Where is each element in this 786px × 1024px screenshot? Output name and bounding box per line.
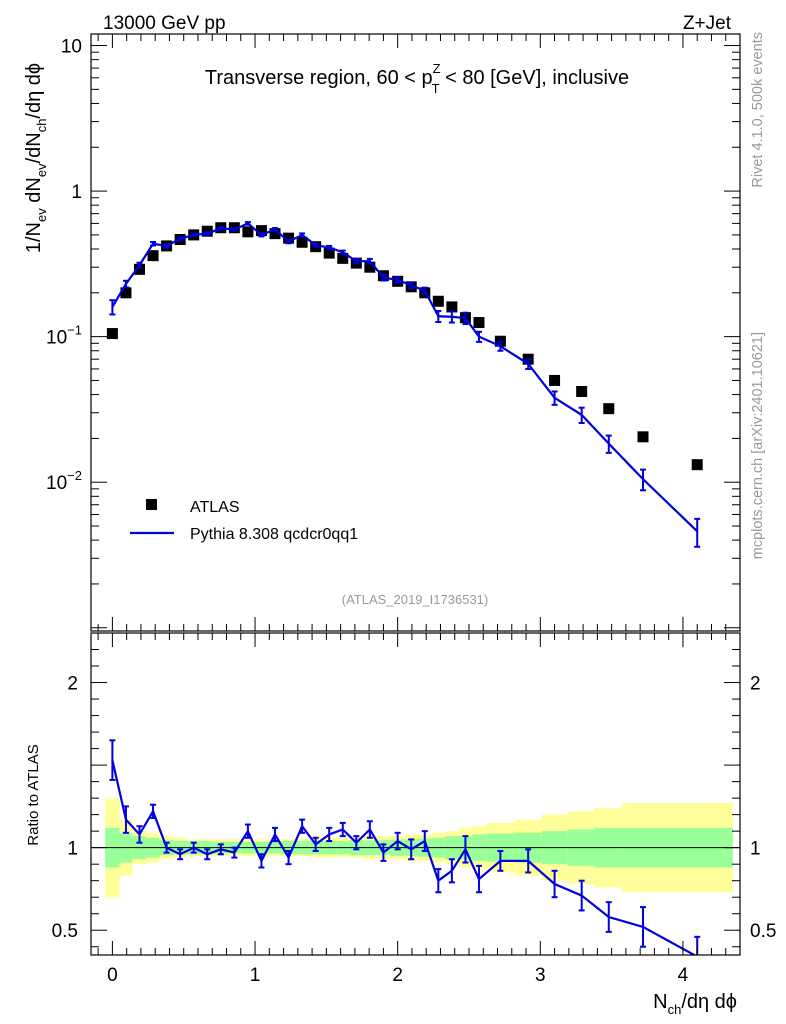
header-left-label: 13000 GeV pp <box>103 13 226 34</box>
header-right-label: Z+Jet <box>683 13 732 34</box>
y-tick-label: 10−2 <box>46 468 82 494</box>
data-point <box>603 403 615 415</box>
mc-line <box>111 222 698 533</box>
pythia-mc-series <box>109 221 701 548</box>
legend-mc-label: Pythia 8.308 qcdcr0qq1 <box>190 526 358 543</box>
data-point <box>549 374 561 386</box>
y-tick-label: 10−1 <box>46 323 82 349</box>
legend: ATLAS Pythia 8.308 qcdcr0qq1 <box>130 499 358 543</box>
data-point <box>283 232 295 244</box>
atlas-data-series <box>106 222 703 471</box>
main-y-axis-label: 1/Nev dNev/dNch/dη dϕ <box>23 63 49 253</box>
main-y-tick-labels: 10 1 10−1 10−2 <box>46 37 82 495</box>
x-tick-label: 0 <box>107 965 118 986</box>
chart-title: Transverse region, 60 < pZ T < 80 [GeV], … <box>205 61 629 96</box>
ratio-y-tick-label: 1 <box>67 839 78 860</box>
data-point <box>201 225 213 237</box>
x-tick-label: 4 <box>678 965 689 986</box>
ratio-y-tick-labels: 0.5 0.5 1 1 2 2 <box>52 674 777 943</box>
data-point <box>120 287 132 299</box>
x-tick-label: 1 <box>250 965 261 986</box>
data-point <box>637 431 649 443</box>
ratio-y-tick-label-right: 1 <box>750 839 761 860</box>
ratio-mc-series <box>109 739 701 955</box>
mcplots-label: mcplots.cern.ch [arXiv:2401.10621] <box>750 332 766 559</box>
data-point <box>364 261 376 273</box>
main-panel: 10 1 10−1 10−2 Transverse region, 60 < pZ T … <box>23 33 741 632</box>
x-tick-label: 3 <box>535 965 546 986</box>
data-point <box>255 225 267 237</box>
main-frame <box>90 33 741 632</box>
data-point <box>576 385 588 397</box>
data-point <box>691 459 703 471</box>
ratio-y-tick-label: 0.5 <box>52 921 78 942</box>
x-tick-labels: 0 1 2 3 4 <box>107 965 689 986</box>
legend-data-label: ATLAS <box>190 499 240 516</box>
ratio-panel: 0.5 0.5 1 1 2 2 0 1 2 3 4 Ratio to ATLAS Nch/dη d… <box>25 632 777 1017</box>
data-point <box>446 301 458 313</box>
ratio-y-tick-label-right: 0.5 <box>750 921 776 942</box>
data-point <box>147 250 159 262</box>
y-tick-label: 1 <box>71 182 82 203</box>
ratio-y-tick-label-right: 2 <box>750 674 761 695</box>
data-point <box>323 247 335 259</box>
ratio-axis-ticks <box>91 633 740 955</box>
rivet-version-label: Rivet 4.1.0, 500k events <box>750 32 766 188</box>
data-point <box>242 226 254 238</box>
ratio-y-axis-label: Ratio to ATLAS <box>25 744 42 845</box>
data-point <box>337 252 349 264</box>
ratio-y-tick-label: 2 <box>67 674 78 695</box>
data-point <box>473 317 485 329</box>
x-axis-label: Nch/dη dϕ <box>653 991 737 1017</box>
data-point <box>133 263 145 275</box>
x-tick-label: 2 <box>392 965 403 986</box>
ratio-frame <box>90 632 741 956</box>
data-point <box>296 236 308 248</box>
data-point <box>269 228 281 240</box>
legend-data-marker <box>146 499 157 510</box>
data-point <box>432 295 444 307</box>
y-tick-label: 10 <box>61 37 82 58</box>
ratio-clipped-group <box>109 739 701 955</box>
data-point <box>106 328 118 340</box>
main-axis-ticks <box>91 34 740 631</box>
analysis-id-label: (ATLAS_2019_I1736531) <box>342 592 488 607</box>
